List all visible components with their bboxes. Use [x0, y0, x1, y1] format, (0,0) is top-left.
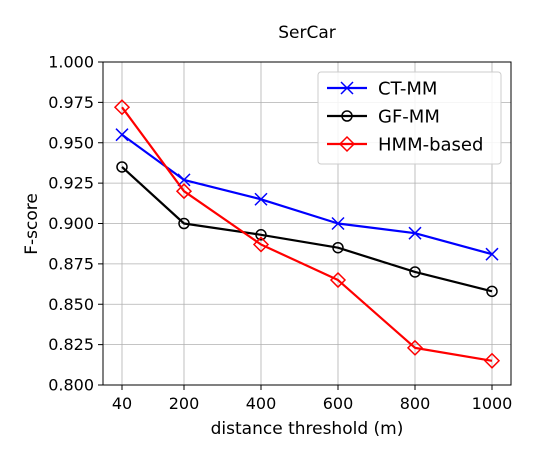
- x-axis-label: distance threshold (m): [211, 419, 404, 439]
- y-tick-label: 0.875: [48, 254, 94, 273]
- legend-label: HMM-based: [378, 135, 483, 156]
- series-gf-mm: [117, 162, 497, 296]
- y-tick-label: 0.925: [48, 174, 94, 193]
- x-tick-label: 400: [246, 394, 277, 413]
- legend: CT-MM GF-MM HMM-based: [318, 72, 501, 164]
- series-line: [122, 167, 492, 291]
- legend-label: CT-MM: [378, 79, 437, 100]
- chart-title: SerCar: [278, 23, 336, 43]
- y-tick-label: 1.000: [48, 53, 94, 72]
- y-tick-label: 0.800: [48, 376, 94, 395]
- y-tick-label: 0.950: [48, 133, 94, 152]
- x-tick-label: 1000: [472, 394, 513, 413]
- legend-label: GF-MM: [378, 107, 440, 128]
- y-tick-label: 0.825: [48, 335, 94, 354]
- y-tick-label: 0.850: [48, 295, 94, 314]
- x-tick-label: 800: [400, 394, 431, 413]
- x-tick-label: 40: [112, 394, 132, 413]
- x-tick-label: 200: [169, 394, 200, 413]
- x-tick-label: 600: [323, 394, 354, 413]
- y-tick-label: 0.900: [48, 214, 94, 233]
- y-tick-label: 0.975: [48, 93, 94, 112]
- y-axis-label: F-score: [22, 193, 42, 255]
